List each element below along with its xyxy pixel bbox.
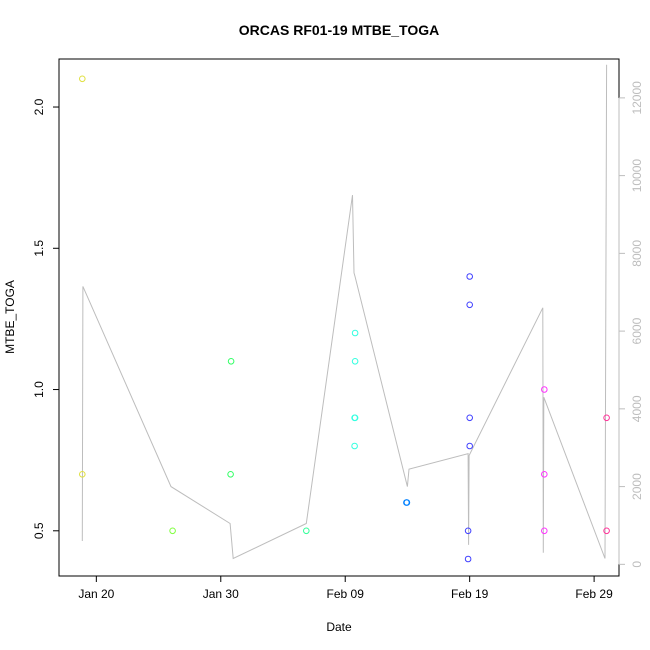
data-point xyxy=(351,329,359,337)
data-point xyxy=(79,471,86,478)
y-axis-right: 0 2000 4000 6000 8000 10000 12000 xyxy=(618,81,644,568)
y-tick-label: 2.0 xyxy=(32,98,46,115)
data-point xyxy=(466,414,474,422)
data-point xyxy=(227,358,235,365)
data-point xyxy=(466,273,474,280)
data-point xyxy=(603,414,610,422)
data-point xyxy=(351,414,358,422)
y-tick-label: 0.5 xyxy=(32,522,46,539)
data-point xyxy=(466,301,474,309)
y-tick-label: 1.0 xyxy=(32,381,46,398)
data-point xyxy=(351,442,358,450)
data-point xyxy=(464,527,472,535)
y-axis-label: MTBE_TOGA xyxy=(3,280,17,354)
y2-tick-label: 6000 xyxy=(630,317,644,344)
y2-tick-label: 2000 xyxy=(630,473,644,500)
data-point xyxy=(541,471,548,478)
y2-tick-label: 12000 xyxy=(630,81,644,115)
data-point xyxy=(541,527,548,535)
plot-frame xyxy=(58,58,620,577)
y2-tick-label: 8000 xyxy=(630,240,644,267)
data-point xyxy=(351,358,359,365)
data-point xyxy=(79,75,86,83)
x-axis: Jan 20 Jan 30 Feb 09 Feb 19 Feb 29 xyxy=(78,575,613,601)
data-point xyxy=(464,555,472,563)
x-tick-label: Feb 19 xyxy=(451,587,489,601)
y2-tick-label: 4000 xyxy=(630,395,644,422)
x-axis-label: Date xyxy=(326,620,352,634)
data-point xyxy=(541,386,548,393)
data-point xyxy=(169,527,176,535)
y-axis: 0.5 1.0 1.5 2.0 xyxy=(32,98,60,539)
y2-tick-label: 0 xyxy=(630,561,644,568)
y2-tick-label: 10000 xyxy=(630,159,644,193)
data-point xyxy=(466,442,474,450)
data-point xyxy=(303,527,310,535)
series-line xyxy=(81,64,608,560)
x-tick-label: Feb 09 xyxy=(327,587,365,601)
scatter-points xyxy=(79,75,610,563)
x-tick-label: Feb 29 xyxy=(575,587,613,601)
data-point xyxy=(227,471,234,478)
chart-title: ORCAS RF01-19 MTBE_TOGA xyxy=(239,22,439,38)
x-tick-label: Jan 20 xyxy=(78,587,114,601)
x-tick-label: Jan 30 xyxy=(203,587,239,601)
data-point xyxy=(603,527,610,535)
data-point xyxy=(403,499,410,506)
secondary-series-line xyxy=(81,64,608,560)
y-tick-label: 1.5 xyxy=(32,240,46,257)
